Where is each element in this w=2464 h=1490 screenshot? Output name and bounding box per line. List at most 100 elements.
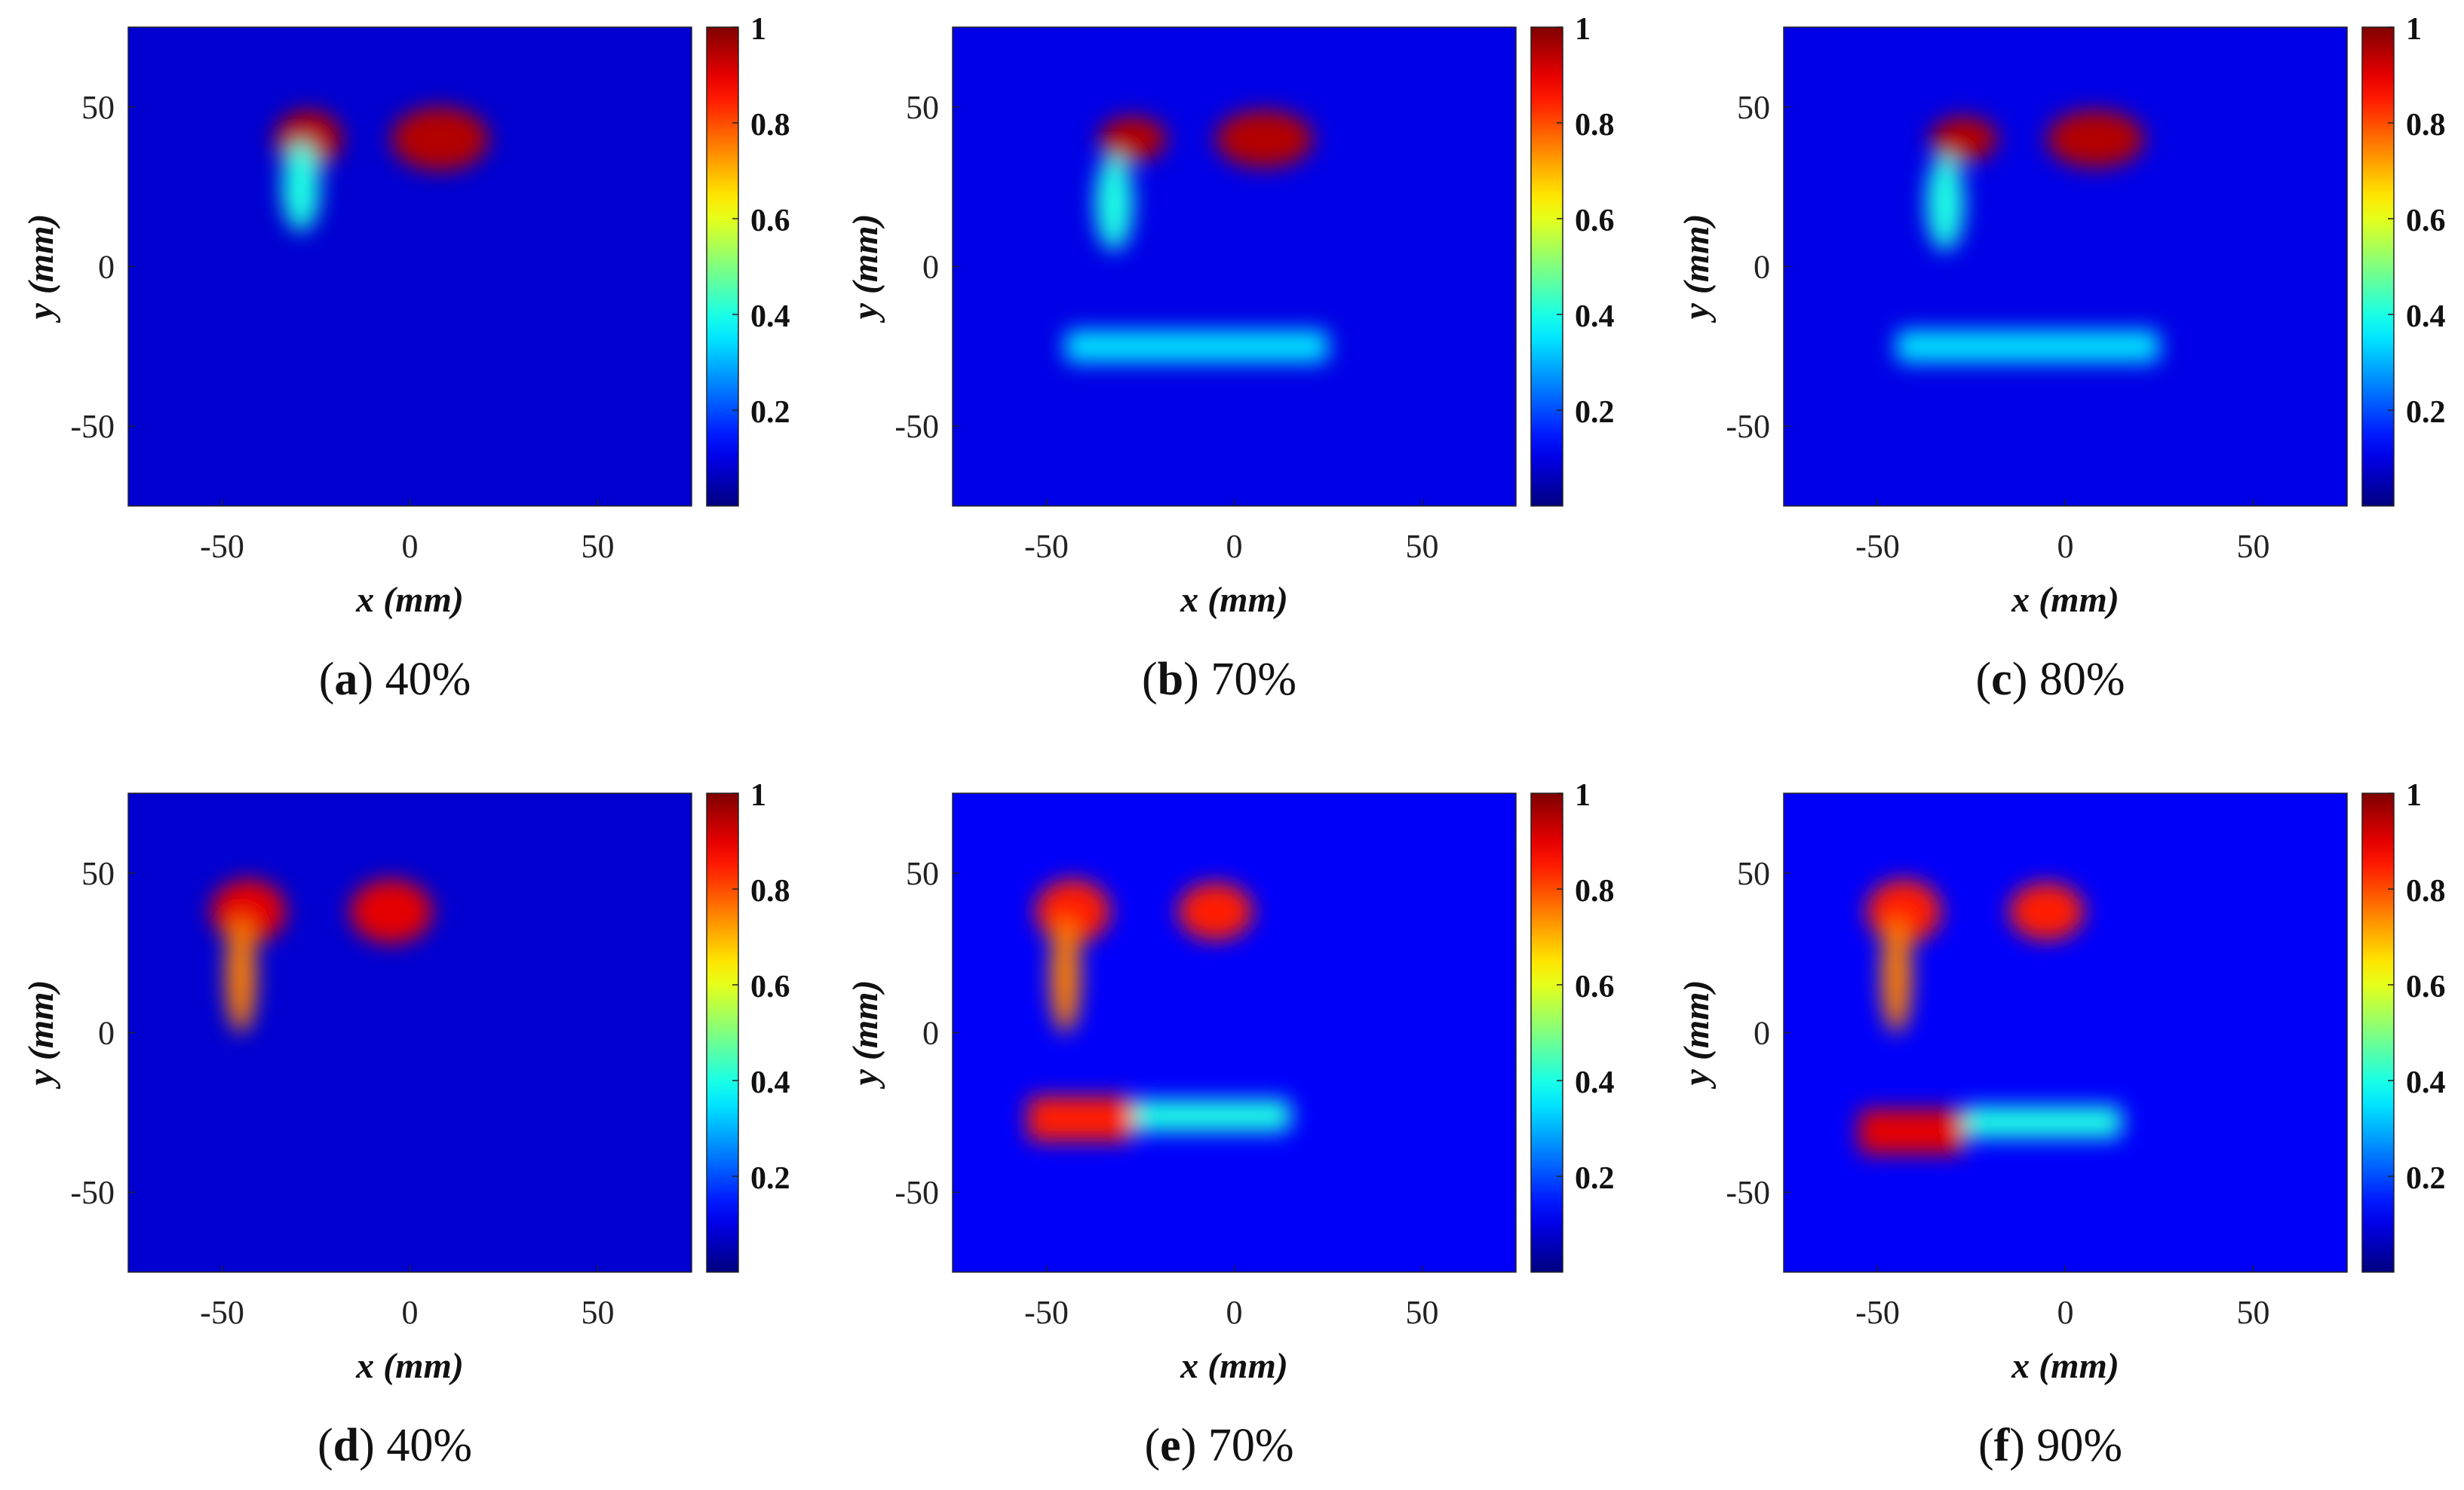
- panel-caption-value: 70%: [1211, 654, 1296, 705]
- panel-caption-value: 70%: [1208, 1420, 1294, 1471]
- heatmap-feature-bar: [1133, 1099, 1291, 1132]
- heatmap-background: [128, 793, 692, 1272]
- colorbar-tick-label: 0.8: [1575, 874, 1615, 909]
- colorbar: [1530, 793, 1563, 1273]
- x-tick-label: -50: [200, 1294, 244, 1331]
- x-tick-label: 0: [1226, 528, 1243, 565]
- colorbar-tick-label: 0.2: [2406, 395, 2446, 430]
- colorbar-tick-label: 0.4: [750, 299, 790, 334]
- colorbar-tick-label: 0.4: [2406, 299, 2446, 334]
- heatmap-feature-blob: [1866, 879, 1942, 943]
- x-axis-label: x (mm): [355, 580, 464, 620]
- x-tick-label: 0: [1226, 1294, 1243, 1331]
- heatmap-feature-bar: [1858, 1109, 1965, 1154]
- colorbar-tick-label: 0.2: [1575, 395, 1615, 430]
- x-axis-label: x (mm): [2011, 1346, 2119, 1386]
- heatmap-feature-blob: [2046, 110, 2145, 168]
- x-tick-label: -50: [1855, 1294, 1900, 1331]
- colorbar-tick-label: 1: [2406, 778, 2422, 813]
- x-tick-label: 50: [2237, 1294, 2270, 1331]
- y-tick-label: -50: [70, 1174, 115, 1211]
- x-tick-label: 50: [581, 1294, 615, 1331]
- panel-caption: (a) 40%: [319, 654, 471, 705]
- panel-caption-value: 40%: [385, 654, 471, 705]
- heatmap-feature-blob: [1050, 918, 1081, 1033]
- colorbar-tick-label: 1: [750, 12, 766, 47]
- y-axis-label: y (mm): [845, 980, 885, 1090]
- heatmap-feature-blob: [1099, 116, 1167, 161]
- colorbar-tick-label: 0.8: [2406, 874, 2446, 909]
- heatmap-feature-blob: [282, 142, 320, 231]
- y-tick-label: -50: [1726, 408, 1770, 445]
- panel-caption-letter: e: [1160, 1420, 1181, 1471]
- colorbar-tick-label: 0.4: [1575, 299, 1615, 334]
- x-tick-label: 50: [2237, 528, 2270, 565]
- colorbar: [2361, 26, 2395, 507]
- colorbar-tick-label: 0.4: [2406, 1065, 2446, 1100]
- colorbar: [706, 26, 739, 507]
- colorbar-tick-label: 0.8: [2406, 108, 2446, 143]
- y-tick-label: 0: [1754, 249, 1770, 286]
- x-tick-label: 0: [402, 1294, 419, 1331]
- heatmap-background: [128, 27, 692, 506]
- x-tick-label: 50: [1406, 528, 1439, 565]
- y-tick-label: 50: [906, 89, 939, 126]
- heatmap-feature-blob: [1177, 882, 1253, 940]
- panel-caption-value: 80%: [2039, 654, 2125, 705]
- panel-caption-letter: f: [1994, 1420, 2011, 1471]
- colorbar-tick-label: 1: [1575, 778, 1591, 813]
- y-axis-label: y (mm): [845, 214, 885, 323]
- panel-caption-letter: b: [1158, 654, 1183, 705]
- heatmap-background: [1784, 27, 2347, 506]
- y-tick-label: 50: [1737, 89, 1770, 126]
- heatmap-background: [953, 793, 1516, 1272]
- heatmap-feature-bar: [1896, 330, 2159, 363]
- heatmap-feature-bar: [1065, 330, 1328, 363]
- y-axis-label: y (mm): [1677, 214, 1717, 323]
- x-tick-label: -50: [1024, 528, 1069, 565]
- colorbar-tick-label: 1: [1575, 12, 1591, 47]
- colorbar-tick-label: 0.2: [2406, 1161, 2446, 1196]
- colorbar-tick-label: 0.4: [1575, 1065, 1615, 1100]
- heatmap-feature-blob: [349, 879, 433, 943]
- panel-caption-value: 40%: [386, 1420, 472, 1471]
- colorbar-tick-label: 0.2: [750, 1161, 790, 1196]
- colorbar: [706, 793, 739, 1273]
- x-tick-label: -50: [200, 528, 244, 565]
- x-tick-label: -50: [1855, 528, 1900, 565]
- y-tick-label: -50: [70, 408, 115, 445]
- panel-caption-letter: d: [333, 1420, 359, 1471]
- x-axis-label: x (mm): [355, 1346, 464, 1386]
- colorbar-tick-label: 0.8: [1575, 108, 1615, 143]
- heatmap-feature-blob: [391, 106, 489, 171]
- y-tick-label: 50: [906, 855, 939, 892]
- y-tick-label: 0: [98, 1015, 115, 1052]
- heatmap-panel-a: -50 0 50 50 0 -50 x (mm) y (mm) 1 0.8 0.6 0.4 0.2 (a)…: [21, 12, 790, 705]
- panel-caption: (d) 40%: [318, 1420, 472, 1471]
- y-tick-label: 0: [1754, 1015, 1770, 1052]
- heatmap-feature-blob: [2008, 882, 2085, 940]
- y-tick-label: -50: [1726, 1174, 1770, 1211]
- y-tick-label: 0: [98, 249, 115, 286]
- heatmap-feature-bar: [1964, 1105, 2122, 1139]
- x-tick-label: 0: [2057, 1294, 2074, 1331]
- panel-caption: (b) 70%: [1142, 654, 1296, 705]
- y-tick-label: -50: [894, 408, 939, 445]
- colorbar-tick-label: 0.8: [750, 874, 790, 909]
- colorbar-tick-label: 1: [750, 778, 766, 813]
- colorbar-tick-label: 0.2: [750, 395, 790, 430]
- colorbar: [1530, 26, 1563, 507]
- heatmap-feature-blob: [226, 918, 256, 1033]
- y-tick-label: 50: [81, 89, 115, 126]
- heatmap-panel-f: -50 0 50 50 0 -50 x (mm) y (mm) 1 0.8 0.6 0.4 0.2 (f)…: [1677, 778, 2446, 1471]
- panel-caption: (c) 80%: [1976, 654, 2125, 705]
- x-tick-label: 0: [402, 528, 419, 565]
- panel-caption-letter: c: [1991, 654, 2012, 705]
- panel-caption: (e) 70%: [1145, 1420, 1294, 1471]
- colorbar-tick-label: 0.4: [750, 1065, 790, 1100]
- heatmap-feature-blob: [1035, 879, 1111, 943]
- colorbar-tick-label: 0.6: [1575, 970, 1615, 1004]
- heatmap-feature-blob: [1930, 116, 1998, 161]
- colorbar-tick-label: 0.6: [750, 204, 790, 238]
